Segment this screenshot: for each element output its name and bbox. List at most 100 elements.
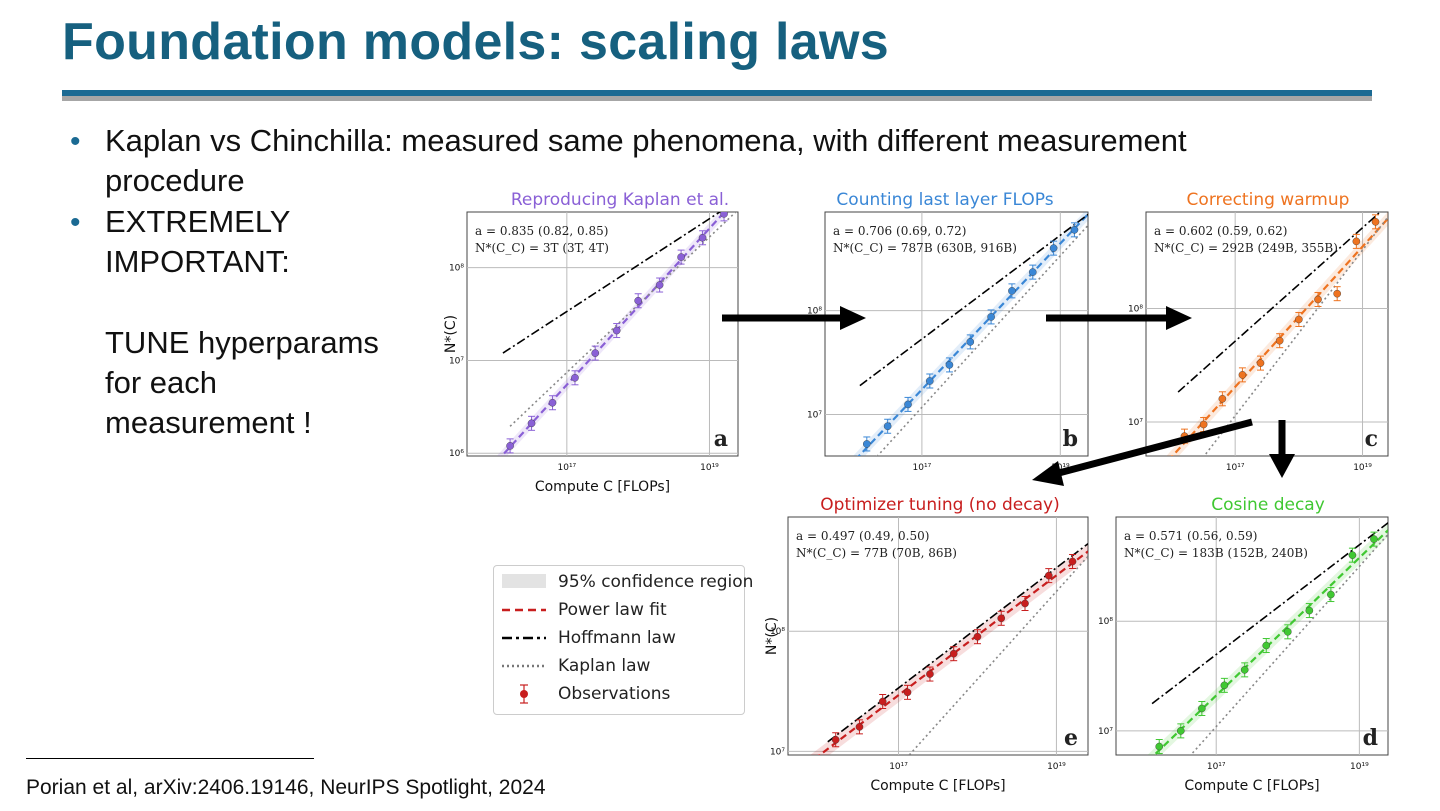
legend-hoffmann-label: Hoffmann law — [558, 628, 676, 648]
optimal-size-annotation: N*(C_C) = 3T (3T, 4T) — [475, 241, 609, 255]
arrow-c-to-e-head — [1032, 461, 1064, 486]
legend-confidence-swatch — [502, 572, 546, 592]
footnote-rule — [26, 758, 314, 759]
hoffmann-law-line — [859, 213, 1088, 387]
legend-kaplan: Kaplan law — [494, 652, 744, 680]
hoffmann-law-line — [1151, 522, 1388, 705]
observation-point — [1262, 641, 1271, 650]
panel-letter: a — [714, 426, 728, 452]
panel-title-a: Reproducing Kaplan et al. — [510, 190, 730, 210]
observation-point — [997, 614, 1006, 623]
y-tick-label: 10⁸ — [807, 307, 822, 317]
chart-d: 10¹⁷ 10¹⁹ 10⁷ 10⁸ a = 0.571 (0.56, 0.59) N*(C… — [1098, 516, 1389, 794]
panel-title-c: Correcting warmup — [1186, 190, 1350, 210]
plot-area — [810, 542, 1088, 755]
optimal-size-annotation: N*(C_C) = 787B (630B, 916B) — [833, 241, 1017, 255]
observation-point — [904, 400, 912, 409]
panel-title-d: Cosine decay — [1211, 495, 1325, 515]
x-tick-label: 10¹⁷ — [558, 463, 577, 473]
observation-point — [1240, 666, 1249, 674]
observation-point — [527, 419, 536, 428]
observation-point — [863, 440, 871, 448]
observation-point — [1295, 315, 1303, 324]
legend-confidence-label: 95% confidence region — [558, 572, 754, 592]
observation-point — [698, 233, 707, 242]
observation-point — [1049, 244, 1058, 252]
observation-point — [1256, 359, 1265, 367]
observation-point — [1352, 237, 1361, 246]
y-tick-label: 10⁷ — [1098, 727, 1113, 737]
fit-exponent-annotation: a = 0.497 (0.49, 0.50) — [796, 529, 929, 543]
kaplan-law-line — [1189, 533, 1388, 755]
y-tick-label: 10⁶ — [449, 449, 464, 459]
panel-letter: e — [1064, 725, 1078, 751]
observation-point — [1021, 599, 1029, 608]
legend-kaplan-swatch — [502, 664, 546, 668]
observation-point — [1199, 420, 1208, 429]
y-tick-label: 10⁸ — [1128, 304, 1143, 314]
bullet-1-line2: procedure — [105, 163, 245, 198]
y-axis-label: N*(C) — [443, 315, 459, 353]
chart-e: 10¹⁷ 10¹⁹ 10⁷ 10⁸ a = 0.497 (0.49, 0.50) N*(C… — [764, 516, 1089, 794]
observation-point — [571, 373, 579, 382]
legend-obs-swatch — [520, 684, 528, 704]
panel-title-b: Counting last layer FLOPs — [836, 190, 1054, 210]
observation-point — [1275, 336, 1284, 345]
legend-fit-swatch — [502, 608, 546, 612]
legend-obs-label: Observations — [558, 684, 671, 704]
hoffmann-law-line — [1177, 212, 1382, 393]
observation-point — [1198, 704, 1206, 713]
x-tick-label: 10¹⁹ — [1350, 762, 1369, 772]
hoffmann-law-line — [502, 212, 722, 354]
observation-point — [1028, 268, 1037, 276]
observation-point — [926, 670, 934, 678]
observation-point — [634, 296, 642, 305]
observation-point — [878, 697, 887, 706]
bullet-dot-2: • — [70, 206, 81, 239]
observation-point — [612, 326, 621, 335]
arrow-a-to-b-head — [840, 306, 866, 330]
plot-area — [853, 212, 1088, 456]
chart-a: 10¹⁷ 10¹⁹ 10⁶ 10⁷ 10⁸ a = 0.835 (0.82, 0.85) N… — [443, 211, 739, 495]
bullet-2-line4: TUNE hyperparams — [105, 325, 379, 360]
y-tick-label: 10⁸ — [449, 264, 464, 274]
fit-exponent-annotation: a = 0.835 (0.82, 0.85) — [475, 224, 608, 238]
optimal-size-annotation: N*(C_C) = 77B (70B, 86B) — [796, 546, 957, 560]
arrow-c-to-d-head — [1269, 454, 1295, 478]
observation-point — [949, 649, 958, 658]
x-tick-label: 10¹⁹ — [1051, 463, 1070, 470]
chart-b: 10¹⁷ 10¹⁹ 10⁷ 10⁸ a = 0.706 (0.69, 0.72) N*(C… — [807, 211, 1089, 470]
observation-point — [1371, 218, 1380, 226]
chart-c: 10¹⁷ 10¹⁹ 10⁷ 10⁸ a = 0.602 (0.59, 0.62) N*(C… — [1128, 211, 1389, 470]
fit-exponent-annotation: a = 0.706 (0.69, 0.72) — [833, 224, 966, 238]
y-tick-label: 10⁷ — [807, 410, 822, 420]
hoffmann-law-line — [827, 542, 1088, 743]
y-tick-label: 10⁷ — [449, 356, 464, 366]
observation-point — [903, 688, 912, 697]
plot-frame — [824, 211, 1089, 457]
y-tick-label: 10⁷ — [1128, 418, 1143, 428]
arrow-b-to-c-head — [1166, 306, 1192, 330]
x-tick-label: 10¹⁹ — [1353, 463, 1372, 470]
observation-point — [1314, 295, 1322, 304]
arrow-c-to-e — [1054, 418, 1253, 478]
panel-letter: c — [1365, 426, 1378, 452]
footnote: Porian et al, arXiv:2406.19146, NeurIPS … — [26, 776, 546, 799]
observation-point — [1327, 590, 1335, 599]
title-rule-blue — [62, 90, 1372, 96]
x-tick-label: 10¹⁷ — [913, 463, 932, 470]
x-axis-label: Compute C [FLOPs] — [870, 778, 1005, 794]
observation-point — [1283, 628, 1292, 636]
legend-kaplan-label: Kaplan law — [558, 656, 651, 676]
observation-point — [1305, 606, 1314, 615]
panel-title-e: Optimizer tuning (no decay) — [820, 495, 1060, 515]
y-axis-label: N*(C) — [764, 617, 780, 655]
observation-point — [1044, 571, 1053, 580]
y-tick-label: 10⁷ — [770, 747, 785, 757]
legend-hoffmann-swatch — [502, 636, 546, 640]
observation-point — [1176, 727, 1185, 735]
legend-obs: Observations — [494, 680, 744, 708]
optimal-size-annotation: N*(C_C) = 183B (152B, 240B) — [1124, 546, 1308, 560]
bullet-2-line2: IMPORTANT: — [105, 244, 290, 279]
kaplan-law-line — [1203, 216, 1388, 456]
